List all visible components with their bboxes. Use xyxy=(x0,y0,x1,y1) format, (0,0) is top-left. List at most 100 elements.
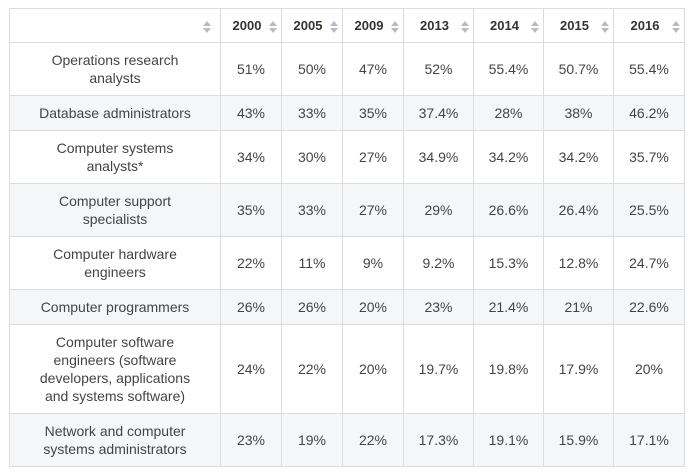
data-table: 2000 2005 2009 2013 2014 2015 2016 Operations … xyxy=(9,8,685,467)
header-label-column[interactable] xyxy=(9,8,221,43)
table-cell: 33% xyxy=(281,183,343,237)
table-cell: 20% xyxy=(613,324,685,414)
sort-icon[interactable] xyxy=(601,20,609,33)
sort-arrows-icon xyxy=(203,20,211,33)
table-cell: 46.2% xyxy=(613,95,685,131)
sort-icon[interactable] xyxy=(672,20,680,33)
table-cell: 21% xyxy=(543,289,614,325)
header-year-2000[interactable]: 2000 xyxy=(220,8,282,43)
table-cell: 27% xyxy=(342,183,404,237)
table-cell: 17.3% xyxy=(403,413,474,467)
table-cell: 20% xyxy=(342,289,404,325)
header-year-2015[interactable]: 2015 xyxy=(543,8,614,43)
table-cell: 52% xyxy=(403,42,474,96)
table-header: 2000 2005 2009 2013 2014 2015 2016 xyxy=(9,8,685,43)
sort-icon[interactable] xyxy=(531,20,539,33)
table-cell: 22% xyxy=(220,236,282,290)
header-text: 2016 xyxy=(630,17,660,33)
table-cell: 19.8% xyxy=(473,324,544,414)
header-year-2009[interactable]: 2009 xyxy=(342,8,404,43)
header-year-2014[interactable]: 2014 xyxy=(473,8,544,43)
table-cell: 55.4% xyxy=(613,42,685,96)
table-cell: 35% xyxy=(220,183,282,237)
table-row: Computer support specialists 35% 33% 27% 29% 2… xyxy=(9,183,685,237)
table-row: Operations research analysts 51% 50% 47% 52% 5… xyxy=(9,42,685,96)
table-cell: 50.7% xyxy=(543,42,614,96)
row-label: Computer software engineers (software deve… xyxy=(9,324,221,414)
header-text: 2009 xyxy=(354,17,384,33)
sort-icon[interactable] xyxy=(461,20,469,33)
table-row: Computer hardware engineers 22% 11% 9% 9.2% 15… xyxy=(9,236,685,290)
table-cell: 29% xyxy=(403,183,474,237)
table-cell: 27% xyxy=(342,130,404,184)
table-cell: 30% xyxy=(281,130,343,184)
table-cell: 19.7% xyxy=(403,324,474,414)
table-row: Computer software engineers (software deve… xyxy=(9,324,685,414)
table-cell: 19.1% xyxy=(473,413,544,467)
table-cell: 24.7% xyxy=(613,236,685,290)
row-label: Database administrators xyxy=(9,95,221,131)
header-year-2005[interactable]: 2005 xyxy=(281,8,343,43)
header-text: 2000 xyxy=(232,17,262,33)
data-table-container: 2000 2005 2009 2013 2014 2015 2016 Operations … xyxy=(9,8,685,467)
sort-arrows-icon xyxy=(269,20,277,33)
sort-icon[interactable] xyxy=(391,20,399,33)
sort-icon[interactable] xyxy=(203,20,211,33)
table-cell: 20% xyxy=(342,324,404,414)
table-cell: 35% xyxy=(342,95,404,131)
header-text: 2013 xyxy=(420,17,449,33)
table-cell: 23% xyxy=(403,289,474,325)
row-label: Computer programmers xyxy=(9,289,221,325)
table-cell: 26% xyxy=(220,289,282,325)
table-cell: 26.6% xyxy=(473,183,544,237)
table-cell: 25.5% xyxy=(613,183,685,237)
table-row: Computer programmers 26% 26% 20% 23% 21.4% 21%… xyxy=(9,289,685,325)
header-text: 2014 xyxy=(490,17,519,33)
row-label: Computer systems analysts* xyxy=(9,130,221,184)
table-cell: 26.4% xyxy=(543,183,614,237)
table-cell: 22% xyxy=(281,324,343,414)
sort-arrows-icon xyxy=(672,20,680,33)
table-cell: 17.9% xyxy=(543,324,614,414)
row-label: Computer support specialists xyxy=(9,183,221,237)
table-body: Operations research analysts 51% 50% 47% 52% 5… xyxy=(9,42,685,467)
table-cell: 33% xyxy=(281,95,343,131)
table-cell: 34% xyxy=(220,130,282,184)
table-row: Network and computer systems administrato… xyxy=(9,413,685,467)
table-cell: 50% xyxy=(281,42,343,96)
sort-arrows-icon xyxy=(391,20,399,33)
header-text: 2005 xyxy=(293,17,323,33)
table-cell: 35.7% xyxy=(613,130,685,184)
table-cell: 24% xyxy=(220,324,282,414)
sort-arrows-icon xyxy=(461,20,469,33)
table-cell: 9% xyxy=(342,236,404,290)
header-year-2013[interactable]: 2013 xyxy=(403,8,474,43)
table-cell: 38% xyxy=(543,95,614,131)
table-cell: 17.1% xyxy=(613,413,685,467)
table-cell: 28% xyxy=(473,95,544,131)
table-cell: 15.3% xyxy=(473,236,544,290)
row-label: Operations research analysts xyxy=(9,42,221,96)
table-cell: 11% xyxy=(281,236,343,290)
table-cell: 37.4% xyxy=(403,95,474,131)
table-cell: 34.2% xyxy=(543,130,614,184)
table-cell: 22.6% xyxy=(613,289,685,325)
table-cell: 34.9% xyxy=(403,130,474,184)
table-cell: 22% xyxy=(342,413,404,467)
table-cell: 23% xyxy=(220,413,282,467)
table-row: Computer systems analysts* 34% 30% 27% 34.9% 3… xyxy=(9,130,685,184)
table-cell: 19% xyxy=(281,413,343,467)
header-text: 2015 xyxy=(560,17,589,33)
table-cell: 9.2% xyxy=(403,236,474,290)
table-cell: 21.4% xyxy=(473,289,544,325)
sort-icon[interactable] xyxy=(269,20,277,33)
table-cell: 15.9% xyxy=(543,413,614,467)
sort-arrows-icon xyxy=(330,20,338,33)
table-cell: 55.4% xyxy=(473,42,544,96)
table-row: Database administrators 43% 33% 35% 37.4% 28%… xyxy=(9,95,685,131)
table-cell: 34.2% xyxy=(473,130,544,184)
table-cell: 26% xyxy=(281,289,343,325)
sort-icon[interactable] xyxy=(330,20,338,33)
header-year-2016[interactable]: 2016 xyxy=(613,8,685,43)
sort-arrows-icon xyxy=(601,20,609,33)
